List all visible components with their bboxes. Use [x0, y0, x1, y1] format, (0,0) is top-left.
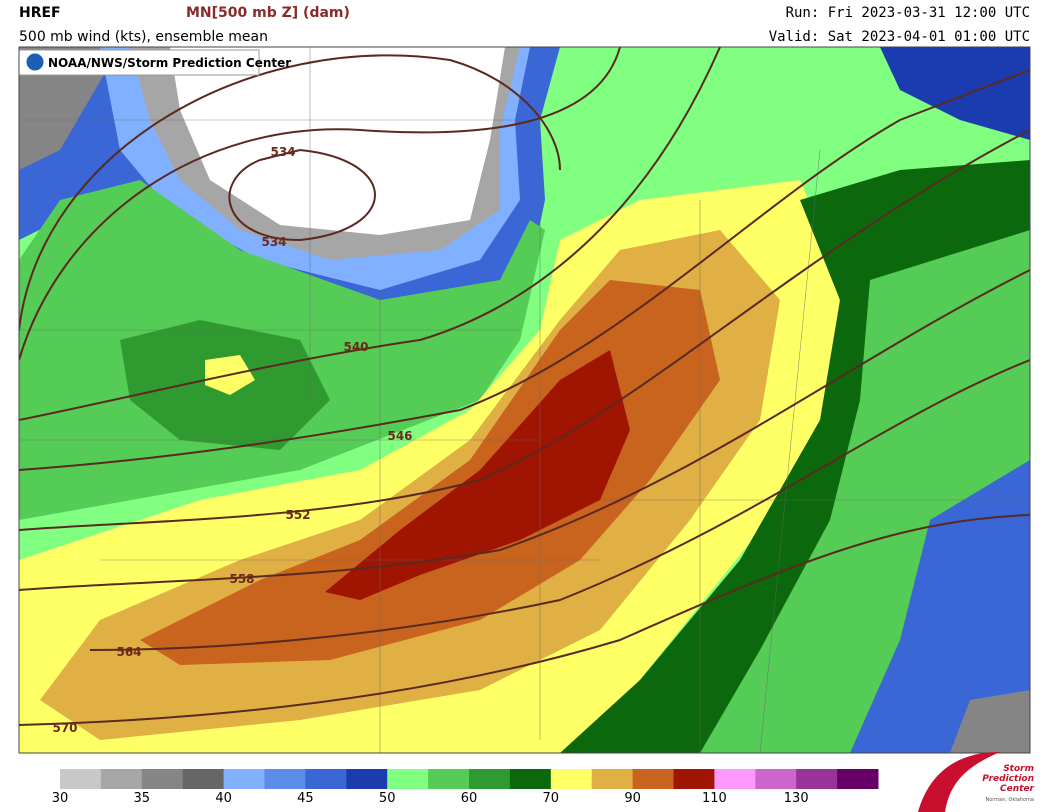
- badge-box: [19, 49, 260, 76]
- colorbar-swatch: [469, 769, 511, 789]
- contour-label: 540: [343, 340, 368, 354]
- colorbar-label: 70: [543, 791, 560, 806]
- colorbar-label: 50: [379, 791, 396, 806]
- colorbar-label: 130: [784, 791, 809, 806]
- map-frame: [18, 46, 1031, 754]
- map: 534 534 540 546 552 558 564 570 NOAA/NWS/Storm …: [19, 47, 1030, 753]
- colorbar-swatch: [223, 769, 265, 789]
- contour-label: 534: [261, 235, 286, 249]
- colorbar-swatch: [796, 769, 838, 789]
- contour-label: 552: [285, 508, 310, 522]
- colorbar-label: 45: [297, 791, 314, 806]
- wind-field: [325, 350, 630, 600]
- colorbar: 30 35 40 45 50 60 70 90 110 130: [52, 769, 879, 806]
- model-name: HREF: [19, 5, 61, 21]
- run-time: Run: Fri 2023-03-31 12:00 UTC: [786, 5, 1030, 21]
- wind-field: [19, 47, 120, 170]
- noaa-logo: [25, 52, 45, 72]
- colorbar-swatch: [264, 769, 306, 789]
- logo-title: Storm Prediction Center: [982, 764, 1034, 794]
- colorbar-swatch: [141, 769, 184, 789]
- colorbar-swatch: [428, 769, 470, 789]
- contour-label: 564: [116, 645, 141, 659]
- colorbar-swatch: [387, 769, 429, 789]
- contour-labels: 534 534 540 546 552 558 564 570: [52, 145, 412, 735]
- colorbar-swatch: [182, 769, 225, 789]
- colorbar-label: 110: [702, 791, 727, 806]
- contour-label: 534: [270, 145, 295, 159]
- colorbar-swatch: [673, 769, 715, 789]
- colorbar-swatch: [837, 769, 879, 789]
- colorbar-swatch: [305, 769, 347, 789]
- colorbar-swatch: [550, 769, 593, 789]
- contour-label: 558: [229, 572, 254, 586]
- wind-field: [850, 460, 1030, 753]
- badge-text: NOAA/NWS/Storm Prediction Center: [48, 56, 291, 70]
- colorbar-swatch: [60, 769, 102, 789]
- logo-subtitle: Norman, Oklahoma: [985, 797, 1035, 803]
- contour-label: 546: [387, 429, 412, 443]
- colorbar-swatch: [346, 769, 388, 789]
- spc-logo-swoosh: [918, 752, 1000, 812]
- wind-field: [880, 47, 1030, 140]
- colorbar-label: 60: [461, 791, 478, 806]
- colorbar-label: 35: [134, 791, 151, 806]
- subtitle: 500 mb wind (kts), ensemble mean: [19, 29, 268, 45]
- contour-label: 570: [52, 721, 77, 735]
- valid-time: Valid: Sat 2023-04-01 01:00 UTC: [769, 29, 1030, 45]
- wind-field: [950, 690, 1030, 753]
- colorbar-label: 40: [215, 791, 232, 806]
- colorbar-swatch: [100, 769, 143, 789]
- height-contours: [19, 47, 1030, 726]
- wind-field: [170, 47, 505, 235]
- colorbar-label: 30: [52, 791, 69, 806]
- colorbar-swatch: [509, 769, 552, 789]
- field-name: MN[500 mb Z] (dam): [186, 5, 350, 21]
- colorbar-label: 90: [624, 791, 641, 806]
- colorbar-swatch: [632, 769, 674, 789]
- colorbar-swatch: [591, 769, 634, 789]
- colorbar-swatch: [755, 769, 797, 789]
- colorbar-swatch: [714, 769, 756, 789]
